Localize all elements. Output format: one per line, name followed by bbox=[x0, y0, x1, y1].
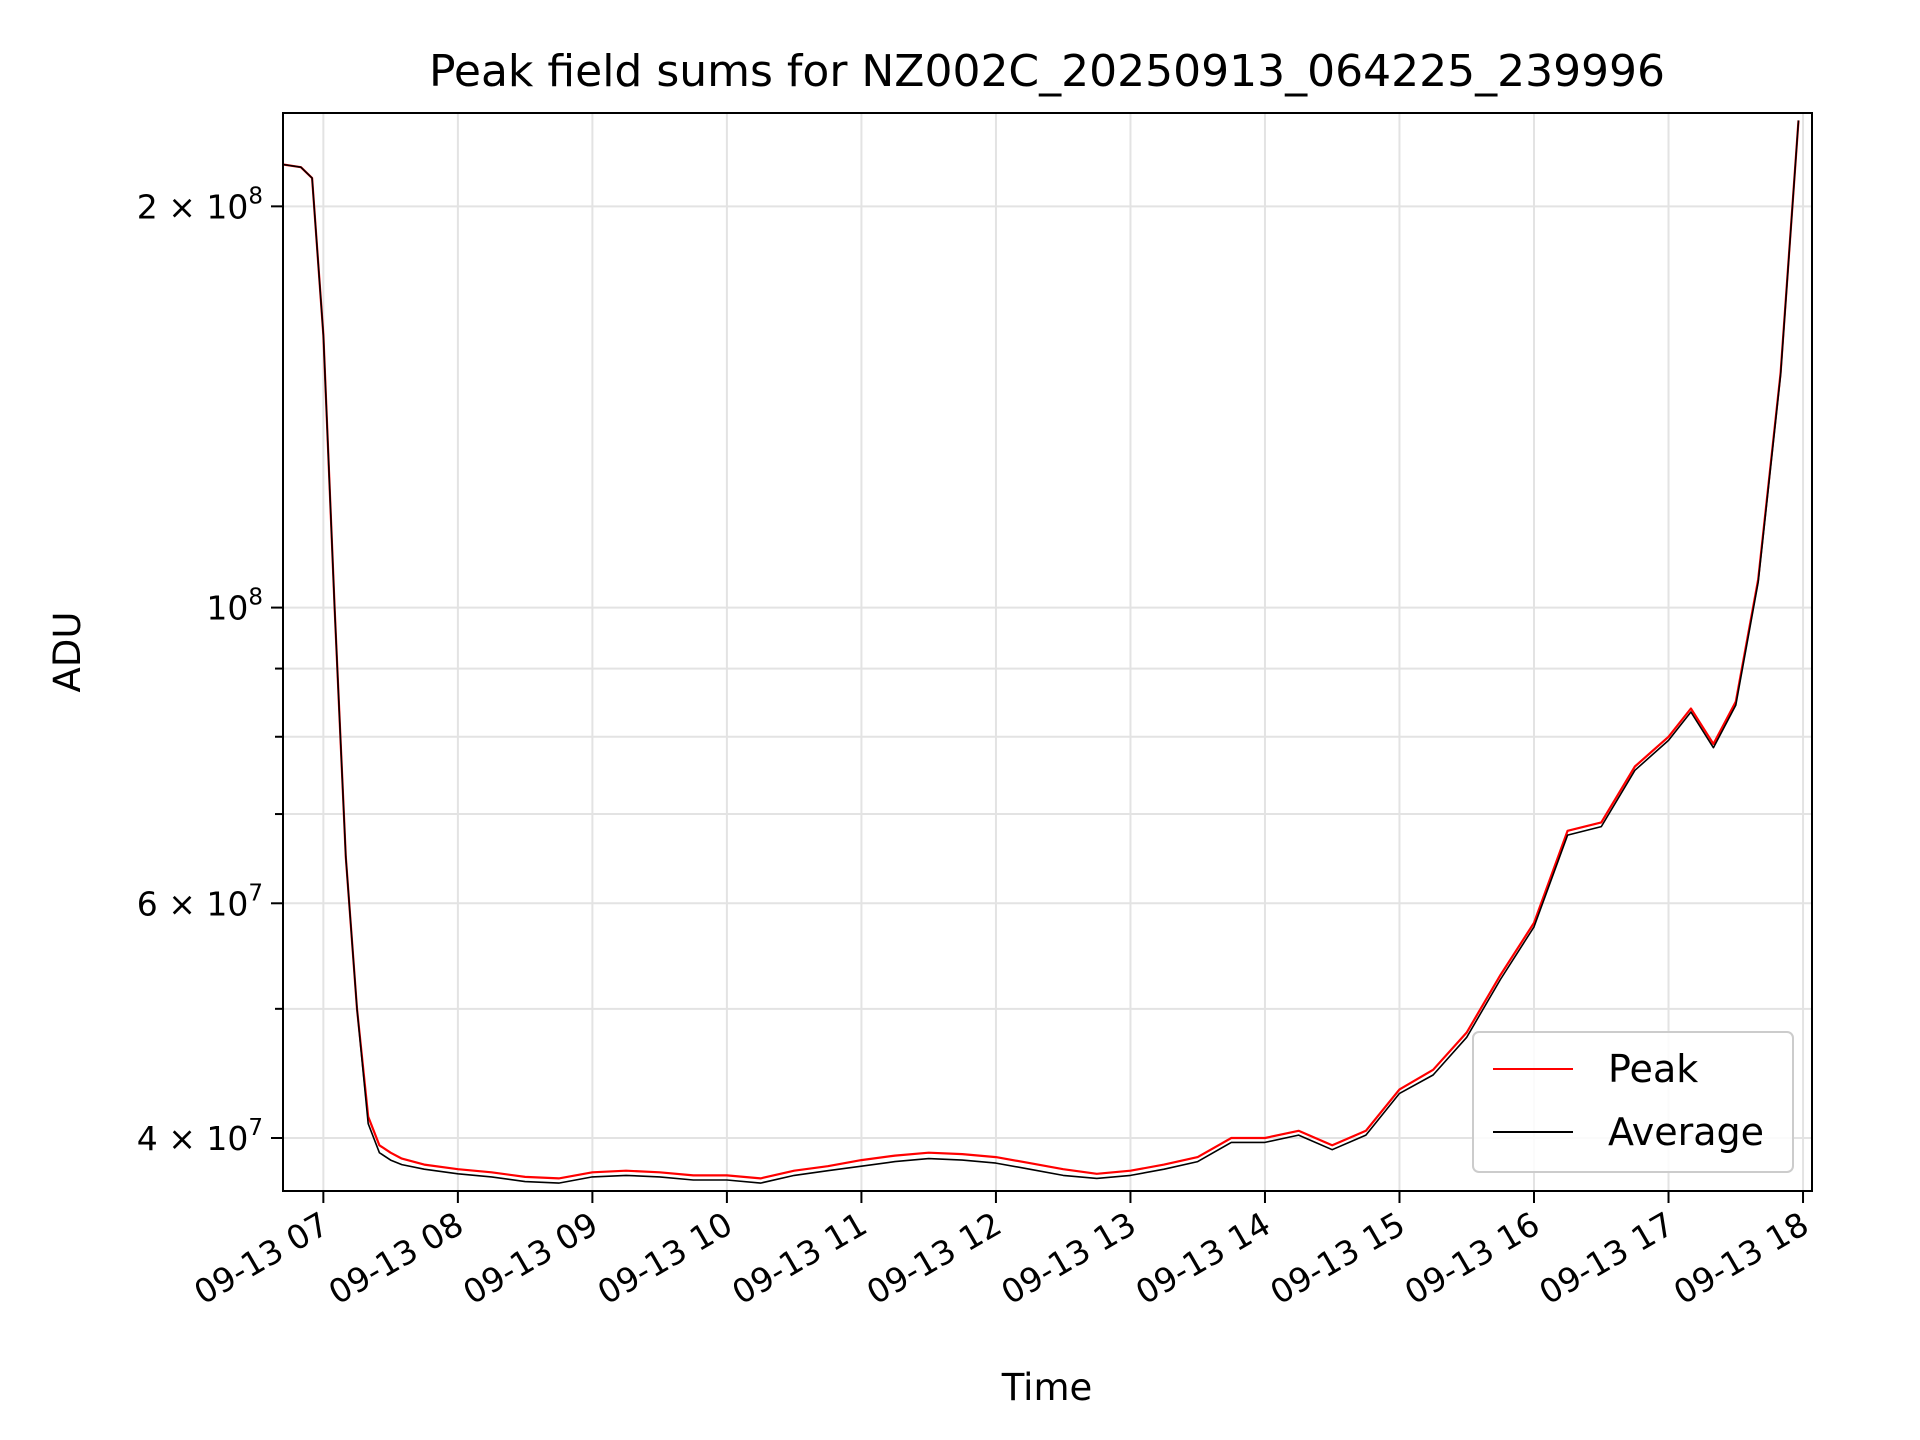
y-tick-base: 4 × 10 bbox=[137, 1119, 249, 1158]
y-tick-base: 10 bbox=[206, 589, 248, 628]
y-tick-base: 2 × 10 bbox=[137, 187, 249, 226]
y-tick-exponent: 8 bbox=[248, 585, 263, 611]
y-tick-exponent: 7 bbox=[248, 1115, 263, 1141]
legend-average-label: Average bbox=[1608, 1110, 1764, 1154]
chart-title: Peak field sums for NZ002C_20250913_0642… bbox=[429, 46, 1665, 97]
legend: Peak Average bbox=[1472, 1031, 1794, 1173]
y-tick-label: 2 × 108 bbox=[137, 183, 263, 226]
x-axis-label: Time bbox=[1001, 1366, 1093, 1409]
y-tick-exponent: 8 bbox=[248, 183, 263, 209]
y-tick-label: 4 × 107 bbox=[137, 1115, 263, 1158]
series-line-peak bbox=[283, 120, 1800, 1180]
legend-peak-label: Peak bbox=[1608, 1047, 1698, 1091]
y-tick-base: 6 × 10 bbox=[137, 884, 249, 923]
y-tick-label: 6 × 107 bbox=[137, 880, 263, 923]
grid bbox=[283, 113, 1812, 1191]
y-tick-label: 108 bbox=[206, 585, 263, 628]
series-line-average bbox=[283, 120, 1800, 1184]
legend-box bbox=[1472, 1031, 1794, 1173]
series-layer bbox=[283, 120, 1800, 1184]
y-axis-label: ADU bbox=[46, 612, 89, 693]
plot-frame bbox=[282, 112, 1813, 1192]
y-tick-exponent: 7 bbox=[248, 880, 263, 906]
